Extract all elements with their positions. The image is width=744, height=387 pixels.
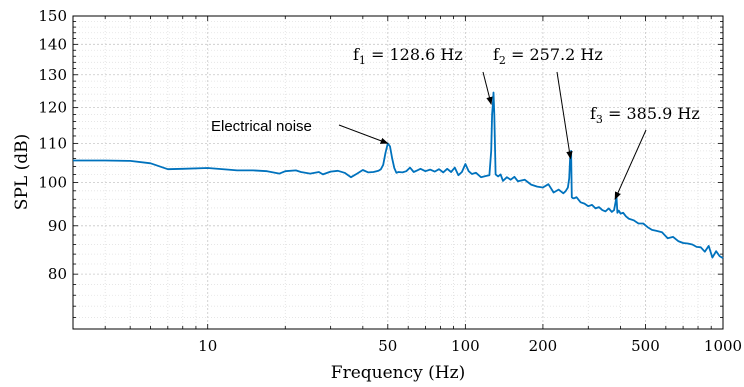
annotation-arrow xyxy=(338,124,389,144)
y-tick-label: 150 xyxy=(38,7,67,25)
y-tick-label: 110 xyxy=(38,134,67,152)
annotation-arrow xyxy=(614,129,647,201)
annotation-label: f3 = 385.9 Hz xyxy=(590,104,700,126)
y-tick-label: 120 xyxy=(38,99,67,117)
y-axis-title: SPL (dB) xyxy=(12,134,32,210)
x-tick-label: 100 xyxy=(451,337,480,355)
annotations: Electrical noise f1 = 128.6 Hz f2 = 257.2 … xyxy=(211,45,700,201)
x-tick-label: 1000 xyxy=(704,337,742,355)
x-tick-labels: 10 50 100 200 500 1000 xyxy=(198,337,742,355)
axis-ticks xyxy=(72,16,724,329)
x-tick-label: 50 xyxy=(378,337,397,355)
series-line xyxy=(73,91,724,259)
x-tick-label: 200 xyxy=(529,337,558,355)
plot-frame xyxy=(72,15,724,330)
y-tick-label: 100 xyxy=(38,174,67,192)
annotation-arrow xyxy=(482,71,493,106)
annotation-label: f1 = 128.6 Hz xyxy=(353,45,463,67)
y-tick-label: 130 xyxy=(38,66,67,84)
annotation-label: f2 = 257.2 Hz xyxy=(493,45,603,67)
annotation-label: Electrical noise xyxy=(211,118,312,135)
y-tick-label: 90 xyxy=(48,217,67,235)
annotation-arrow xyxy=(556,71,573,160)
y-tick-label: 140 xyxy=(38,35,67,53)
y-tick-labels: 80 90 100 110 120 130 140 150 xyxy=(38,7,67,283)
x-tick-label: 500 xyxy=(631,337,660,355)
x-axis-title: Frequency (Hz) xyxy=(331,363,465,383)
x-tick-label: 10 xyxy=(198,337,217,355)
y-tick-label: 80 xyxy=(48,265,67,283)
